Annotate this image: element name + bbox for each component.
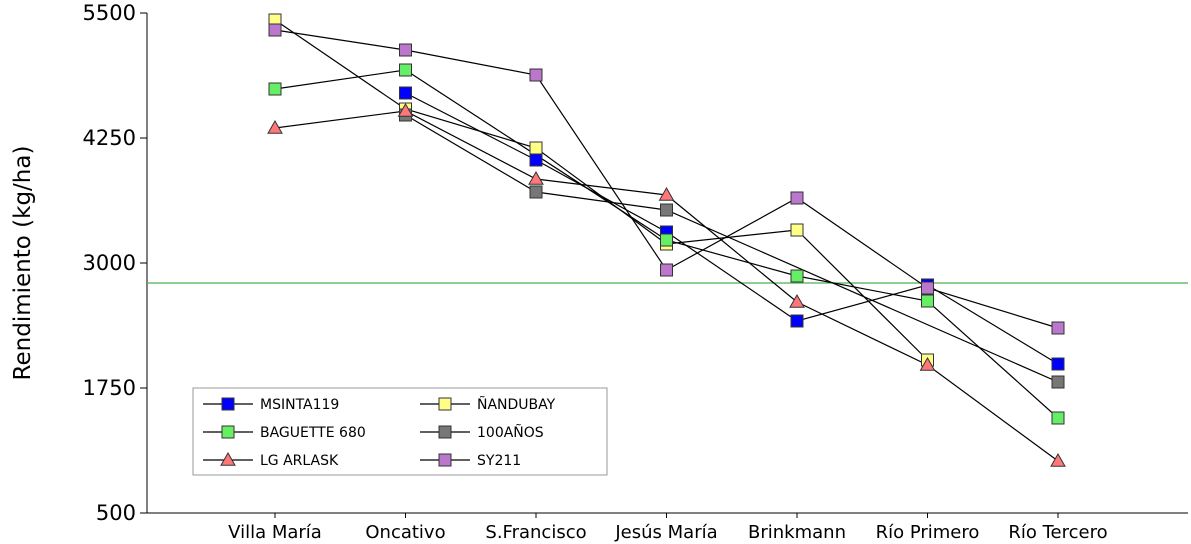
- legend-marker: [221, 425, 235, 439]
- data-point-sy211: [660, 263, 673, 277]
- legend: MSINTA119 ÑANDUBAY BAGUETTE 680 100AÑOS LG A…: [192, 387, 608, 476]
- data-point-lg-arlask: [658, 186, 675, 201]
- x-tick-label: Brinkmann: [748, 522, 846, 543]
- data-point-msinta119: [1051, 357, 1065, 371]
- x-tick-label: Oncativo: [365, 522, 445, 543]
- data-point-lg-arlask: [789, 293, 805, 308]
- data-point-baguette-680: [1051, 411, 1065, 425]
- legend-marker: [438, 397, 452, 411]
- x-tick-label: Villa María: [228, 522, 322, 543]
- data-point-sy211: [1051, 321, 1065, 335]
- data-point--andubay: [529, 141, 543, 155]
- legend-box: [192, 387, 608, 476]
- data-point-baguette-680: [790, 269, 804, 283]
- legend-label: LG ARLASK: [260, 453, 339, 469]
- y-axis-title: Rendimiento (kg/ha): [10, 146, 36, 381]
- x-tick-label: Río Primero: [876, 522, 980, 543]
- legend-label: MSINTA119: [260, 397, 339, 413]
- series-line-100a-os: [405, 114, 1059, 383]
- data-point-baguette-680: [660, 233, 673, 247]
- data-point-sy211: [529, 68, 543, 82]
- data-point-lg-arlask: [267, 119, 283, 134]
- data-point--andubay: [790, 223, 804, 237]
- data-point-lg-arlask: [397, 102, 414, 117]
- data-point-100a-os: [1051, 375, 1065, 389]
- x-tick-label: Río Tercero: [1008, 522, 1107, 543]
- legend-marker: [221, 397, 235, 411]
- data-point-lg-arlask: [1050, 452, 1066, 467]
- data-point-baguette-680: [268, 82, 282, 96]
- data-point-sy211: [399, 43, 412, 57]
- legend-marker: [438, 425, 452, 439]
- y-tick-label: 1750: [83, 376, 136, 400]
- x-ticks: Villa María Oncativo S.Francisco Jesús Marí…: [228, 513, 1108, 543]
- series-markers: [267, 13, 1066, 467]
- x-tick-label: Jesús María: [614, 522, 717, 543]
- series-line-baguette-680: [274, 69, 1059, 419]
- x-tick-label: S.Francisco: [485, 522, 586, 543]
- y-tick-label: 3000: [83, 251, 136, 275]
- legend-marker: [438, 453, 452, 467]
- data-point-msinta119: [529, 153, 543, 167]
- data-point-sy211: [268, 23, 282, 37]
- legend-label: ÑANDUBAY: [477, 396, 556, 413]
- data-point-100a-os: [529, 185, 543, 199]
- y-tick-label: 5500: [83, 1, 136, 25]
- data-point-baguette-680: [921, 294, 934, 308]
- legend-label: BAGUETTE 680: [260, 425, 366, 441]
- data-point-100a-os: [660, 203, 673, 217]
- data-point-lg-arlask: [919, 356, 936, 371]
- y-tick-label: 500: [96, 501, 136, 525]
- y-tick-label: 4250: [83, 126, 136, 150]
- data-point-msinta119: [790, 314, 804, 328]
- data-point-sy211: [790, 191, 804, 205]
- legend-label: 100AÑOS: [477, 424, 544, 441]
- data-point-lg-arlask: [528, 170, 544, 185]
- legend-label: SY211: [477, 453, 521, 469]
- series-line--andubay: [274, 19, 928, 361]
- data-point-sy211: [921, 281, 934, 295]
- series-line-msinta119: [405, 92, 1059, 365]
- data-point-msinta119: [399, 86, 412, 100]
- y-ticks: 500 1750 3000 4250 5500: [83, 1, 147, 525]
- data-point-baguette-680: [399, 63, 412, 77]
- legend-marker: [220, 451, 236, 466]
